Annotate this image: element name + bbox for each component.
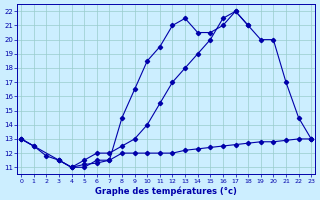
X-axis label: Graphe des températures (°c): Graphe des températures (°c) [95, 186, 237, 196]
